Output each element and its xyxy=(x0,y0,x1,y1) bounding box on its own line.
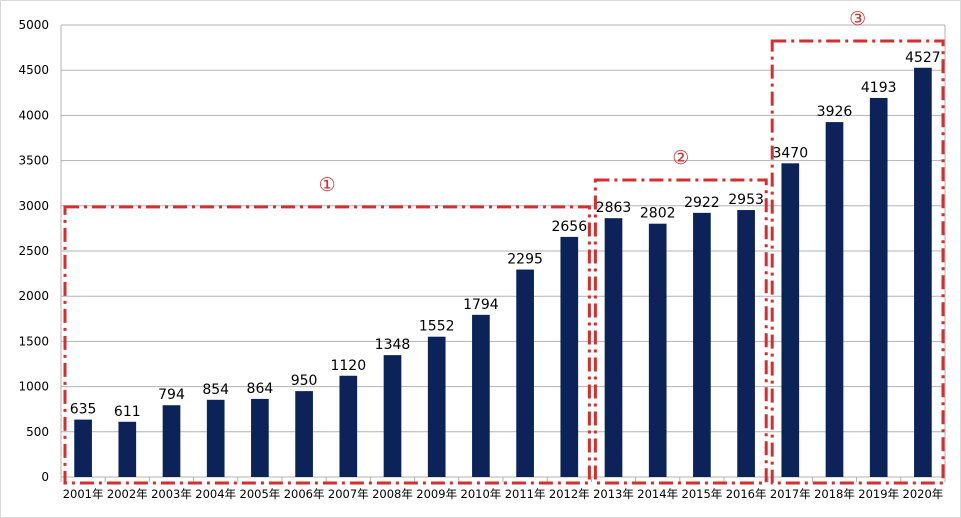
bar xyxy=(383,355,402,477)
bar xyxy=(914,67,932,477)
data-label: 2863 xyxy=(596,200,632,216)
data-labels: 635 611 794 854 864 950 1120 1348 1552 1794 2295 26… xyxy=(70,50,941,420)
y-tick-label: 4500 xyxy=(18,63,49,77)
x-tick-label: 2002年 xyxy=(107,487,148,501)
data-label: 950 xyxy=(291,373,318,389)
bar xyxy=(693,212,711,477)
data-label: 2295 xyxy=(507,252,543,268)
x-tick-label: 2008年 xyxy=(372,487,413,501)
x-tick-label: 2007年 xyxy=(328,487,369,501)
region-box xyxy=(63,205,591,485)
y-tick-label: 1000 xyxy=(18,380,49,394)
x-tick-label: 2013年 xyxy=(593,487,634,501)
data-label: 854 xyxy=(202,382,229,398)
gridlines xyxy=(61,24,945,478)
bar xyxy=(516,269,534,477)
bar xyxy=(295,391,313,477)
data-label: 3926 xyxy=(817,104,853,120)
x-tick-label: 2016年 xyxy=(726,487,767,501)
data-label: 2656 xyxy=(551,219,587,235)
data-label: 611 xyxy=(114,404,141,420)
data-label: 4527 xyxy=(905,50,941,66)
x-tick-label: 2010年 xyxy=(461,487,502,501)
x-tick-label: 2019年 xyxy=(858,487,899,501)
bar xyxy=(472,314,490,477)
x-tick-label: 2006年 xyxy=(284,487,325,501)
highlight-regions: ① ② ③ xyxy=(63,8,945,485)
bar xyxy=(869,97,888,478)
data-label: 1348 xyxy=(375,337,411,353)
bar xyxy=(118,421,137,477)
data-label: 4193 xyxy=(861,80,897,96)
region-label: ③ xyxy=(849,8,866,30)
y-tick-label: 2500 xyxy=(18,244,49,258)
bar xyxy=(339,375,358,477)
data-label: 1120 xyxy=(330,358,366,374)
x-tick-label: 2011年 xyxy=(505,487,546,501)
bar xyxy=(206,399,225,477)
bar xyxy=(162,405,181,477)
data-label: 2953 xyxy=(728,192,764,208)
x-tick-label: 2001年 xyxy=(63,487,104,501)
x-tick-label: 2018年 xyxy=(814,487,855,501)
data-label: 2922 xyxy=(684,195,720,211)
bar xyxy=(74,419,92,477)
y-tick-label: 5000 xyxy=(18,18,49,32)
bar xyxy=(560,236,579,477)
bar xyxy=(781,163,800,477)
bar xyxy=(604,218,623,477)
x-tick-label: 2020年 xyxy=(903,487,944,501)
data-label: 1552 xyxy=(419,319,455,335)
bar xyxy=(251,398,269,477)
y-tick-label: 3000 xyxy=(18,199,49,213)
x-tick-label: 2005年 xyxy=(240,487,281,501)
data-label: 1794 xyxy=(463,297,499,313)
data-label: 635 xyxy=(70,402,97,418)
x-axis: 2001年 2002年 2003年 2004年 2005年 2006年 2007年 2008年… xyxy=(60,477,946,501)
region-box xyxy=(593,178,768,485)
data-label: 3470 xyxy=(772,145,808,161)
y-tick-label: 3500 xyxy=(18,154,49,168)
bar xyxy=(737,210,755,477)
x-tick-label: 2009年 xyxy=(416,487,457,501)
data-label: 2802 xyxy=(640,206,676,222)
x-tick-label: 2014年 xyxy=(637,487,678,501)
region-label: ② xyxy=(672,147,689,169)
region-box xyxy=(770,39,945,485)
bar xyxy=(427,336,446,477)
bar xyxy=(648,223,667,477)
y-tick-label: 4000 xyxy=(18,108,49,122)
x-tick-label: 2012年 xyxy=(549,487,590,501)
x-tick-label: 2015年 xyxy=(682,487,723,501)
x-tick-label: 2003年 xyxy=(151,487,192,501)
region-label: ① xyxy=(319,174,336,196)
x-tick-label: 2004年 xyxy=(195,487,236,501)
bars xyxy=(74,67,932,478)
y-tick-label: 500 xyxy=(26,425,49,439)
y-tick-label: 1500 xyxy=(18,334,49,348)
bar xyxy=(825,122,844,477)
y-tick-label: 2000 xyxy=(18,289,49,303)
data-label: 864 xyxy=(247,381,274,397)
x-tick-label: 2017年 xyxy=(770,487,811,501)
data-label: 794 xyxy=(158,387,185,403)
y-axis: 0 500 1000 1500 2000 2500 3000 3500 4000 4500 5000 xyxy=(18,18,946,484)
y-tick-label: 0 xyxy=(41,470,49,484)
